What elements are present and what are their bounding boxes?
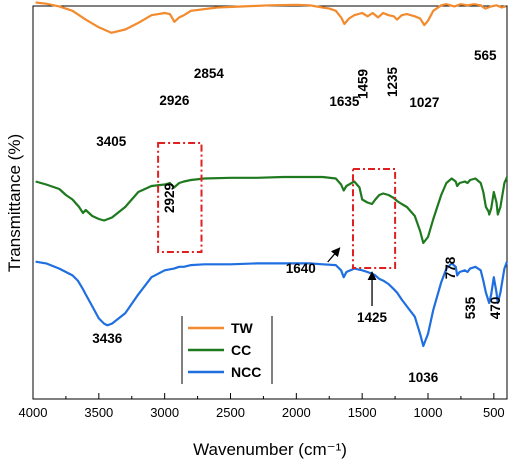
series-layer	[35, 1, 508, 348]
x-tick-label: 3500	[84, 405, 113, 420]
peak-label-2929: 2929	[162, 183, 177, 213]
x-tick-label: 1000	[414, 405, 443, 420]
highlight-box	[157, 142, 203, 253]
peak-label-1027: 1027	[409, 95, 439, 110]
arrow-1640	[327, 247, 341, 263]
legend-label-cc: CC	[231, 342, 251, 358]
peak-label-470: 470	[488, 297, 503, 320]
x-tick-label: 3000	[150, 405, 179, 420]
peak-label-565: 565	[474, 48, 497, 63]
series-line-cc	[35, 175, 508, 245]
x-tick-layer: 4000 3500 3000 2500 2000 1500 1000 500	[19, 393, 505, 420]
peak-label-1235: 1235	[385, 66, 400, 97]
legend: TW CC NCC	[181, 316, 273, 384]
highlight-box-layer	[157, 142, 397, 269]
x-tick-label: 4000	[19, 405, 48, 420]
peak-label-3436: 3436	[92, 331, 123, 346]
peak-label-1635: 1635	[329, 94, 360, 109]
peak-label-1459: 1459	[356, 69, 371, 99]
peak-label-778: 778	[443, 256, 458, 279]
peak-label-2926: 2926	[159, 93, 190, 108]
peak-label-1425: 1425	[357, 310, 388, 325]
legend-label-tw: TW	[231, 320, 254, 336]
peak-label-1640: 1640	[286, 261, 316, 276]
x-tick-label: 500	[483, 405, 505, 420]
peak-label-535: 535	[463, 296, 478, 319]
x-tick-label: 1500	[348, 405, 377, 420]
peak-label-1036: 1036	[408, 370, 439, 385]
y-axis-title: Transmittance (%)	[5, 134, 24, 272]
series-line-tw	[35, 1, 506, 34]
x-tick-label: 2500	[216, 405, 245, 420]
peak-label-2854: 2854	[194, 66, 225, 81]
peak-label-3405: 3405	[96, 134, 127, 149]
x-tick-label: 2000	[282, 405, 311, 420]
highlight-box	[352, 168, 397, 269]
legend-label-ncc: NCC	[231, 364, 261, 380]
x-axis-title: Wavenumber (cm⁻¹)	[193, 440, 347, 459]
